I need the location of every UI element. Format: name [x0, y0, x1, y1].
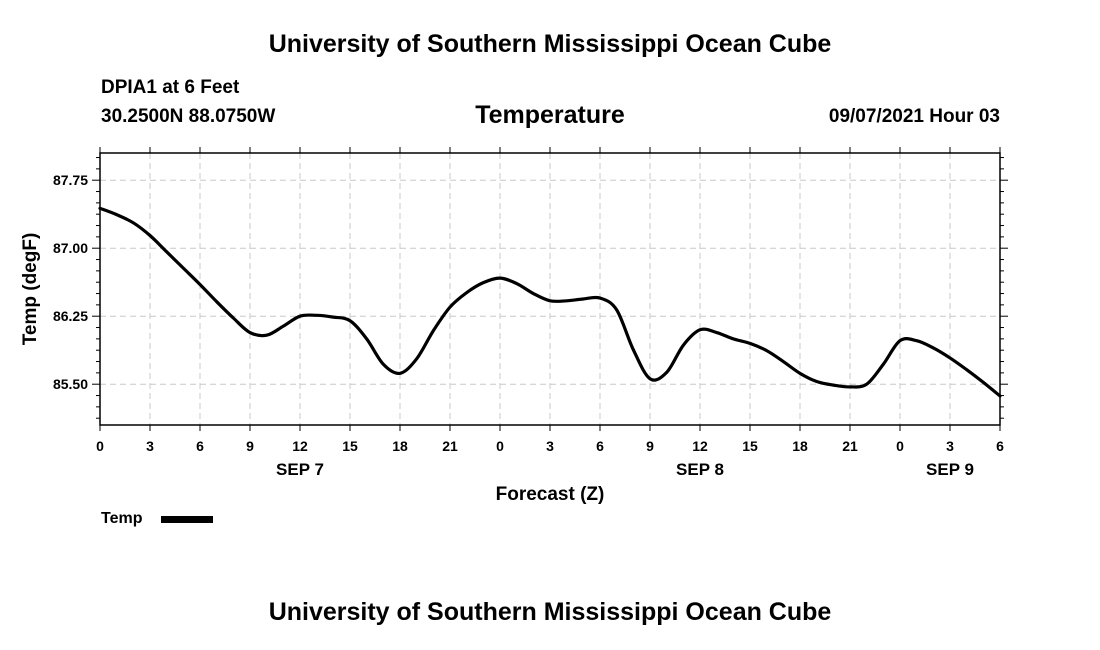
- x-tick-label: 6: [596, 438, 604, 454]
- x-tick-label: 6: [996, 438, 1004, 454]
- y-axis-title: Temp (degF): [20, 233, 41, 346]
- x-tick-label: 21: [442, 438, 458, 454]
- x-tick-label: 15: [342, 438, 358, 454]
- y-tick-label: 87.75: [53, 172, 88, 188]
- x-tick-label: 9: [246, 438, 254, 454]
- temp-series-line: [98, 206, 1002, 398]
- station-coordinates: 30.2500N 88.0750W: [101, 106, 276, 127]
- parameter-title: Temperature: [475, 101, 625, 129]
- station-name: DPIA1 at 6 Feet: [101, 77, 240, 98]
- x-tick-label: 3: [146, 438, 154, 454]
- header-title: University of Southern Mississippi Ocean…: [268, 30, 832, 58]
- y-tick-label: 86.25: [53, 308, 88, 324]
- legend-label: Temp: [101, 510, 143, 527]
- plot-frame: [99, 152, 1001, 426]
- legend-swatch: [161, 516, 213, 523]
- y-tick-label: 87.00: [53, 240, 88, 256]
- x-tick-label: 15: [742, 438, 758, 454]
- x-tick-label: 0: [96, 438, 104, 454]
- x-tick-label: 12: [692, 438, 708, 454]
- x-tick-label: 6: [196, 438, 204, 454]
- forecast-datetime: 09/07/2021 Hour 03: [828, 106, 1000, 127]
- y-tick-label: 85.50: [53, 376, 88, 392]
- x-tick-label: 12: [292, 438, 308, 454]
- x-day-label: SEP 7: [276, 460, 324, 479]
- x-tick-label: 0: [896, 438, 904, 454]
- x-tick-label: 0: [496, 438, 504, 454]
- x-tick-label: 21: [842, 438, 858, 454]
- x-tick-label: 18: [792, 438, 808, 454]
- footer-title: University of Southern Mississippi Ocean…: [268, 598, 832, 626]
- x-tick-label: 9: [646, 438, 654, 454]
- x-tick-label: 3: [946, 438, 954, 454]
- x-tick-label: 3: [546, 438, 554, 454]
- x-day-label: SEP 8: [676, 460, 724, 479]
- x-day-label: SEP 9: [926, 460, 974, 479]
- x-axis-title: Forecast (Z): [496, 484, 605, 505]
- x-tick-label: 18: [392, 438, 408, 454]
